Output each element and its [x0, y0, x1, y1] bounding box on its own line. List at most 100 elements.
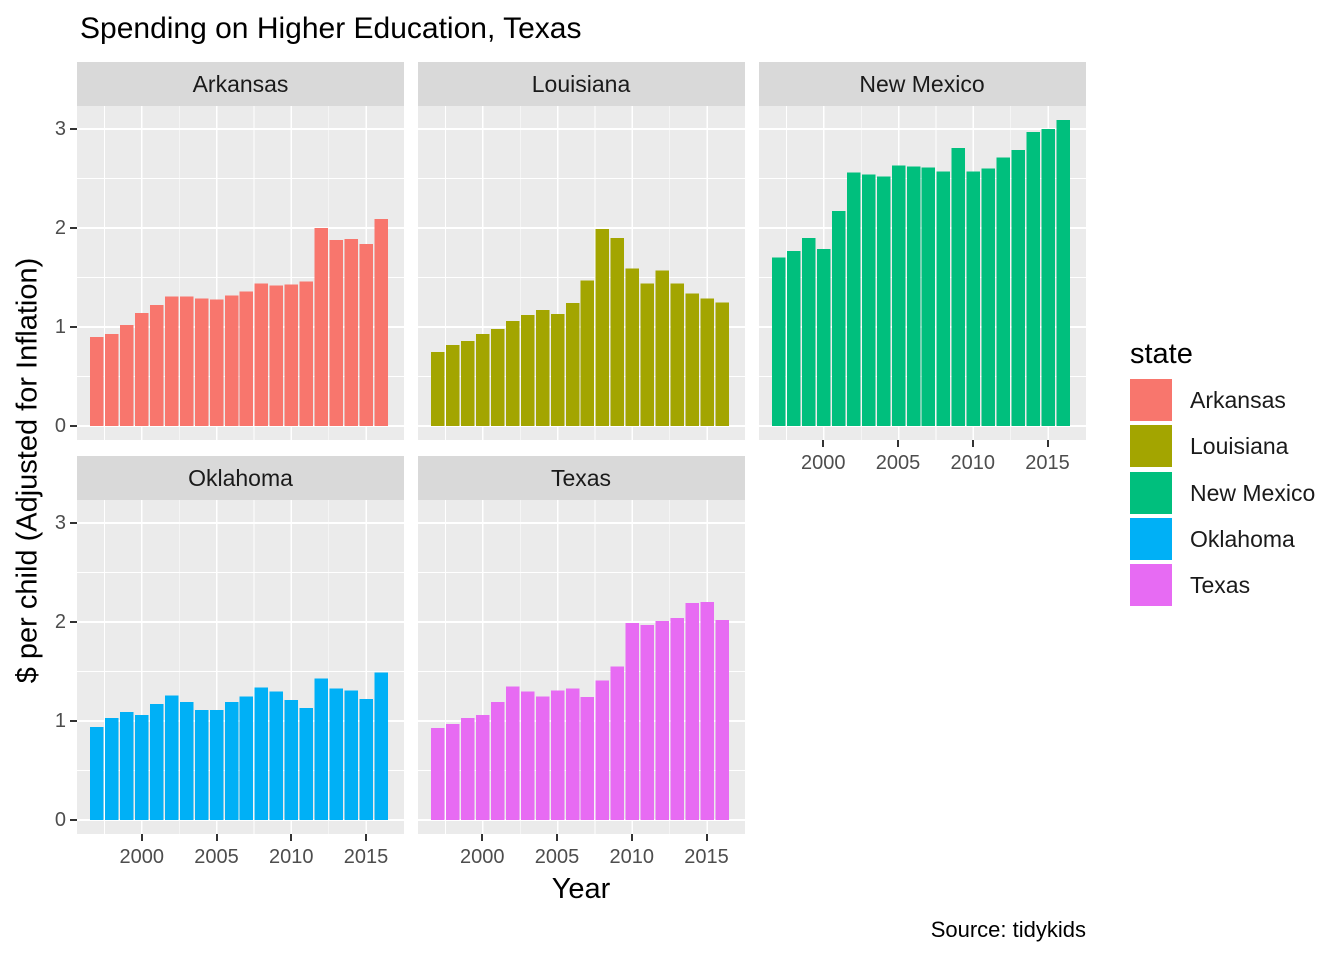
bar-arkansas-1999	[120, 325, 134, 426]
y-tick-mark	[70, 425, 77, 427]
bar-oklahoma-2012	[314, 678, 328, 820]
bar-louisiana-2010	[625, 268, 639, 426]
bar-oklahoma-2003	[179, 702, 194, 820]
facet-panel-texas	[417, 500, 745, 834]
y-axis-title: $ per child (Adjusted for Inflation)	[11, 257, 44, 684]
facet-panel-louisiana	[417, 106, 745, 440]
bar-louisiana-2014	[684, 293, 699, 426]
bar-louisiana-2015	[699, 298, 714, 426]
bar-arkansas-2013	[329, 239, 343, 426]
x-tick-mark	[365, 834, 368, 841]
bar-new-mexico-2002	[846, 172, 860, 426]
bar-oklahoma-1998	[105, 718, 119, 820]
facet-strip-louisiana: Louisiana	[417, 62, 745, 106]
bar-louisiana-2004	[535, 310, 549, 426]
bar-texas-2001	[490, 702, 504, 820]
bar-arkansas-2004	[194, 298, 209, 426]
bar-louisiana-2005	[550, 314, 564, 426]
bar-oklahoma-1997	[90, 726, 104, 820]
bar-arkansas-2008	[254, 283, 269, 426]
bar-oklahoma-2014	[344, 690, 358, 820]
bar-texas-2010	[625, 622, 639, 820]
legend-key-louisiana	[1130, 425, 1172, 468]
legend-key-texas	[1130, 564, 1172, 607]
x-tick-mark	[897, 440, 900, 447]
bar-oklahoma-2016	[374, 672, 388, 820]
y-tick-mark	[70, 128, 77, 130]
bar-arkansas-2016	[374, 219, 388, 426]
y-tick-mark	[70, 522, 77, 524]
bar-louisiana-2013	[669, 283, 684, 426]
legend-label-oklahoma: Oklahoma	[1190, 525, 1295, 552]
bar-oklahoma-2015	[359, 699, 373, 820]
bar-oklahoma-2009	[269, 691, 284, 820]
bar-oklahoma-2002	[164, 695, 179, 820]
bar-arkansas-2012	[314, 228, 328, 426]
facet-strip-label: New Mexico	[859, 70, 985, 97]
bar-new-mexico-2014	[1025, 131, 1040, 426]
bar-texas-2014	[684, 603, 699, 820]
facet-panel-oklahoma	[77, 500, 404, 834]
bar-new-mexico-2003	[861, 174, 875, 426]
facet-strip-label: Oklahoma	[188, 464, 293, 491]
bar-texas-2009	[610, 666, 624, 820]
x-tick-label: 2015	[684, 846, 729, 868]
bar-oklahoma-2000	[135, 715, 149, 820]
bar-oklahoma-2008	[254, 687, 269, 820]
bar-oklahoma-2006	[224, 702, 239, 820]
bar-oklahoma-2001	[150, 704, 164, 820]
bar-new-mexico-2007	[921, 167, 935, 427]
legend-label-louisiana: Louisiana	[1190, 433, 1289, 460]
y-tick-mark	[70, 326, 77, 328]
x-tick-mark	[481, 834, 484, 841]
bar-arkansas-2003	[179, 296, 194, 426]
x-axis-title: Year	[551, 873, 611, 905]
legend-key-arkansas	[1130, 379, 1172, 421]
bar-louisiana-1999	[460, 340, 475, 426]
bar-oklahoma-1999	[120, 712, 134, 820]
bar-texas-2000	[475, 715, 490, 820]
legend-title: state	[1130, 338, 1193, 370]
y-tick-mark	[70, 621, 77, 623]
bar-new-mexico-2001	[831, 211, 845, 426]
bar-louisiana-1997	[430, 351, 445, 426]
bar-texas-1999	[460, 718, 475, 820]
bar-louisiana-2011	[640, 283, 654, 426]
bar-new-mexico-2006	[906, 166, 920, 426]
facet-panel-arkansas	[77, 106, 404, 440]
x-tick-label: 2005	[534, 846, 580, 868]
bar-louisiana-2003	[520, 315, 534, 426]
legend-label-arkansas: Arkansas	[1190, 387, 1286, 413]
bar-texas-2005	[550, 690, 564, 820]
bar-texas-2006	[565, 688, 579, 820]
bar-oklahoma-2004	[194, 710, 209, 820]
facet-strip-label: Arkansas	[192, 70, 289, 97]
facet-strip-label: Louisiana	[531, 70, 631, 97]
x-tick-mark	[290, 834, 293, 841]
y-tick-mark	[70, 227, 77, 229]
bar-new-mexico-1998	[786, 250, 801, 426]
y-tick-label: 2	[54, 611, 66, 633]
legend-label-texas: Texas	[1190, 572, 1251, 599]
bar-louisiana-1998	[445, 344, 460, 426]
bar-arkansas-2009	[269, 285, 284, 426]
x-tick-label: 2000	[119, 846, 165, 868]
x-tick-mark	[630, 834, 633, 841]
bar-louisiana-2012	[654, 270, 669, 426]
x-tick-label: 2005	[875, 452, 921, 474]
bar-texas-2015	[699, 602, 714, 820]
bar-louisiana-2009	[610, 237, 624, 426]
y-tick-mark	[70, 720, 77, 722]
bar-new-mexico-1999	[801, 237, 816, 426]
bar-arkansas-1997	[90, 336, 104, 426]
bar-oklahoma-2010	[284, 700, 299, 820]
bar-louisiana-2016	[714, 302, 729, 426]
bar-louisiana-2000	[475, 333, 490, 426]
facet-strip-arkansas: Arkansas	[77, 62, 404, 106]
bar-arkansas-2006	[224, 295, 239, 426]
x-tick-mark	[705, 834, 708, 841]
bar-arkansas-2011	[299, 281, 313, 426]
bar-arkansas-2007	[239, 291, 254, 426]
bar-new-mexico-2004	[876, 176, 890, 426]
bar-new-mexico-2015	[1040, 129, 1055, 426]
